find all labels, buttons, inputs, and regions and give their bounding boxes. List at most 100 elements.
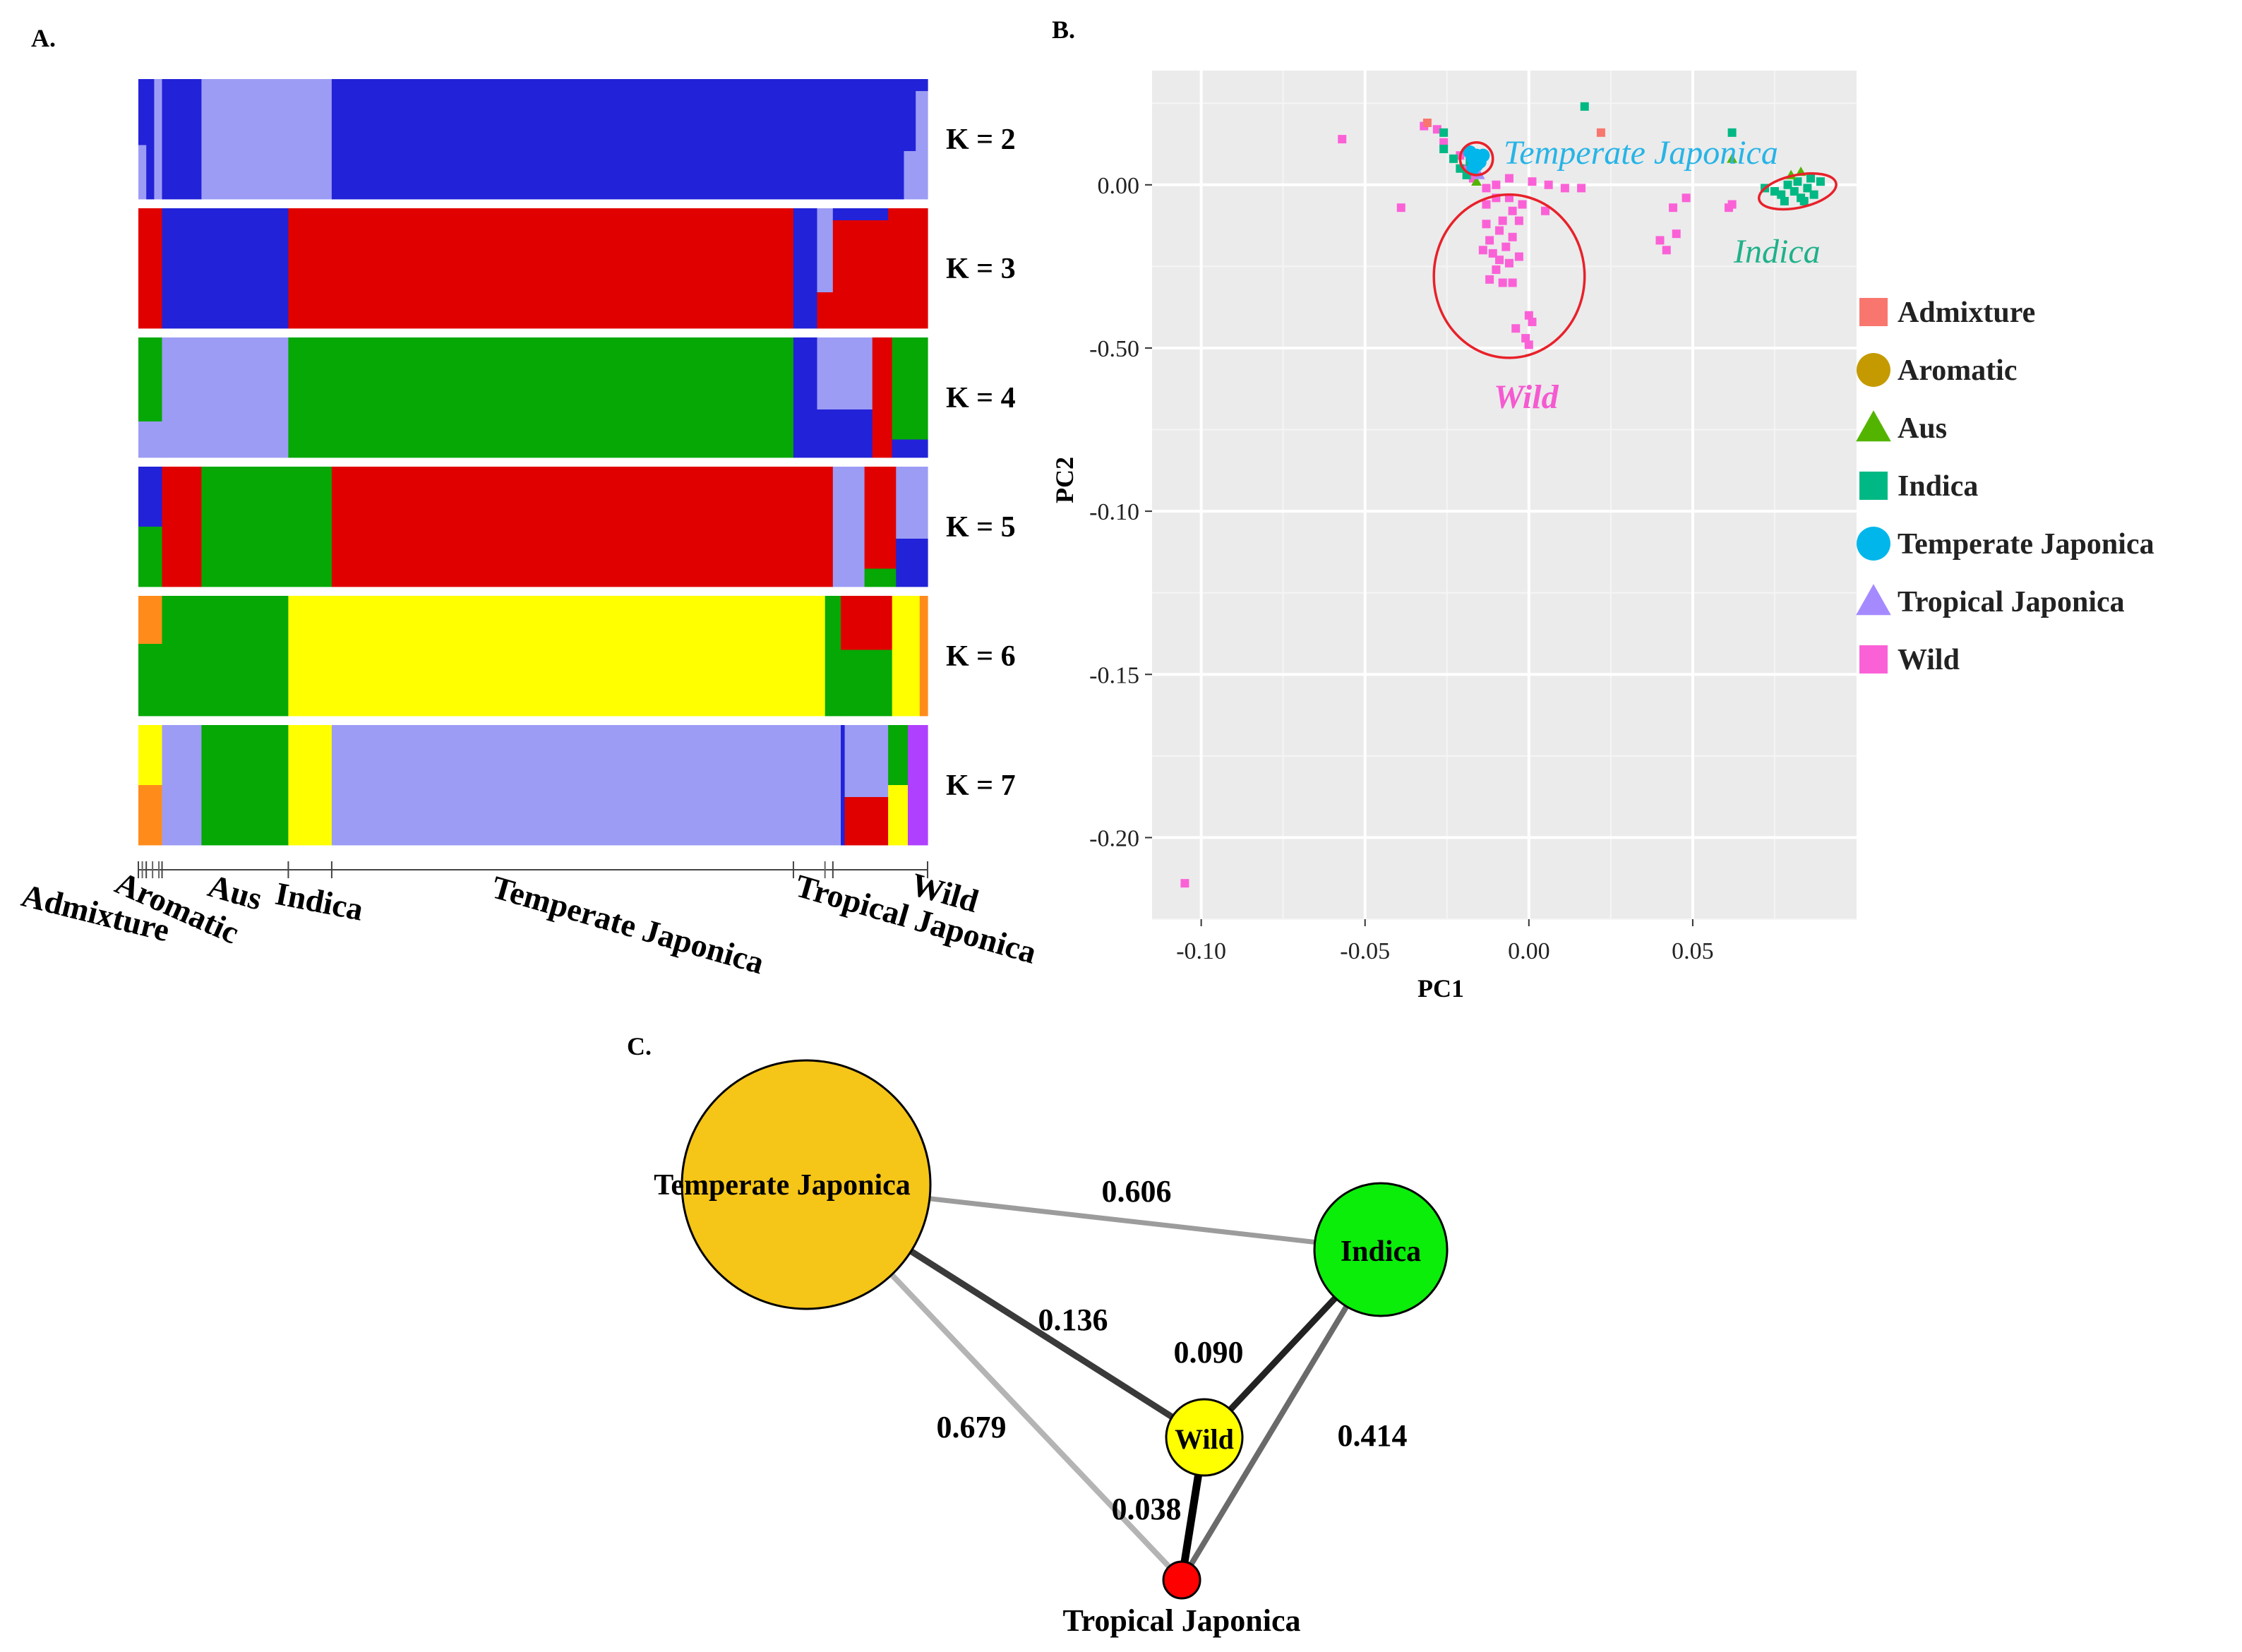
node-wild bbox=[1165, 1398, 1244, 1477]
x-tick-label: 0.00 bbox=[1508, 938, 1550, 964]
ancestry-segment bbox=[888, 785, 909, 846]
ancestry-segment bbox=[872, 337, 893, 458]
y-axis-label: PC2 bbox=[1050, 457, 1079, 503]
node-trop bbox=[1162, 1560, 1201, 1600]
data-point bbox=[1501, 242, 1511, 251]
y-tick-label: -0.10 bbox=[1089, 499, 1139, 525]
data-point bbox=[1514, 216, 1523, 225]
legend-label: Aromatic bbox=[1898, 354, 2018, 387]
ancestry-segment bbox=[331, 79, 904, 200]
k7-row bbox=[138, 725, 928, 846]
data-point bbox=[1338, 135, 1347, 144]
highlight-ellipse bbox=[1458, 140, 1494, 176]
ancestry-segment bbox=[892, 439, 928, 458]
ancestry-segment bbox=[892, 337, 928, 440]
group-label: Temperate Japonica bbox=[488, 869, 768, 981]
data-point bbox=[1518, 200, 1527, 209]
ancestry-segment bbox=[825, 596, 841, 717]
ancestry-segment bbox=[841, 725, 846, 846]
edge-label: 0.090 bbox=[1174, 1335, 1244, 1370]
data-point bbox=[1727, 200, 1737, 209]
data-point bbox=[1528, 177, 1537, 186]
data-point bbox=[1681, 193, 1691, 203]
k2-row bbox=[138, 79, 928, 200]
data-point bbox=[1439, 128, 1449, 137]
panel-a-letter: A. bbox=[31, 24, 56, 52]
k5-row bbox=[138, 467, 928, 587]
ancestry-segment bbox=[162, 725, 202, 846]
x-tick-label: -0.10 bbox=[1176, 938, 1226, 964]
ancestry-segment bbox=[331, 467, 834, 587]
data-point bbox=[1803, 184, 1812, 193]
series-temperate-japonica bbox=[1463, 145, 1490, 176]
data-point bbox=[1783, 180, 1792, 189]
data-point bbox=[1580, 102, 1589, 111]
legend-label: Indica bbox=[1898, 470, 1978, 503]
node-tj bbox=[681, 1059, 932, 1310]
legend-label: Wild bbox=[1898, 644, 1960, 676]
ancestry-segment bbox=[841, 650, 893, 717]
ancestry-segment bbox=[844, 797, 889, 846]
legend-key bbox=[1856, 410, 1891, 442]
y-tick-label: -0.50 bbox=[1089, 336, 1139, 362]
data-point bbox=[1777, 190, 1786, 199]
ancestry-segment bbox=[201, 79, 332, 200]
data-point bbox=[1439, 144, 1449, 153]
node-label-tropical-japonica: Tropical Japonica bbox=[1063, 1603, 1301, 1638]
k-label: K = 5 bbox=[946, 511, 1016, 544]
admixture-structure-plot: K = 2 K = 3 K = 4 K = 5 K = 6 K = 7 Admixture… bbox=[18, 79, 1041, 981]
node-label-wild: Wild bbox=[1175, 1423, 1234, 1455]
ancestry-segment bbox=[201, 467, 332, 587]
legend-key bbox=[1856, 584, 1891, 616]
data-point bbox=[1492, 180, 1501, 189]
ancestry-segment bbox=[841, 596, 893, 650]
ancestry-segment bbox=[138, 644, 163, 717]
data-point bbox=[1396, 203, 1405, 213]
k3-row bbox=[138, 208, 928, 329]
legend-key bbox=[1859, 298, 1888, 326]
network-labels: Temperate Japonica Indica Wild Tropical Jap… bbox=[654, 1169, 1421, 1638]
data-point bbox=[1492, 265, 1501, 275]
y-tick-label: -0.15 bbox=[1089, 662, 1139, 688]
k-label: K = 6 bbox=[946, 640, 1016, 673]
data-point bbox=[1495, 256, 1504, 265]
legend-label: Tropical Japonica bbox=[1898, 586, 2125, 618]
ancestry-segment bbox=[888, 725, 909, 786]
ancestry-segment bbox=[162, 337, 289, 458]
ancestry-segment bbox=[904, 151, 916, 200]
data-point bbox=[1504, 174, 1513, 183]
edge-label: 0.136 bbox=[1038, 1303, 1108, 1337]
node-ind bbox=[1313, 1182, 1449, 1317]
data-point bbox=[1432, 125, 1441, 134]
data-point bbox=[1780, 196, 1789, 205]
ancestry-segment bbox=[888, 208, 928, 329]
ancestry-segment bbox=[288, 725, 332, 846]
data-point bbox=[1508, 232, 1517, 241]
data-point bbox=[1476, 148, 1490, 162]
data-point bbox=[1482, 200, 1491, 209]
data-point bbox=[1488, 249, 1497, 258]
data-point bbox=[1596, 128, 1605, 137]
k6-row bbox=[138, 596, 928, 717]
data-point bbox=[1727, 128, 1737, 137]
data-point bbox=[1498, 278, 1507, 287]
ancestry-segment bbox=[817, 292, 834, 329]
ancestry-segment bbox=[864, 467, 897, 569]
data-point bbox=[1560, 184, 1569, 193]
ancestry-segment bbox=[896, 467, 928, 539]
group-label: Indica bbox=[272, 875, 366, 928]
ancestry-segment bbox=[832, 208, 889, 221]
k-label: K = 7 bbox=[946, 770, 1016, 802]
y-tick-label: -0.20 bbox=[1089, 825, 1139, 851]
data-point bbox=[1806, 174, 1816, 183]
data-point bbox=[1809, 190, 1818, 199]
legend-key bbox=[1859, 472, 1888, 500]
data-point bbox=[1577, 184, 1586, 193]
annotation-wild: Wild bbox=[1494, 378, 1559, 416]
ancestry-segment bbox=[916, 79, 928, 92]
gridlines bbox=[1152, 71, 1857, 920]
ancestry-segment bbox=[844, 725, 889, 798]
ancestry-segment bbox=[162, 467, 202, 587]
ancestry-segment bbox=[864, 568, 897, 587]
